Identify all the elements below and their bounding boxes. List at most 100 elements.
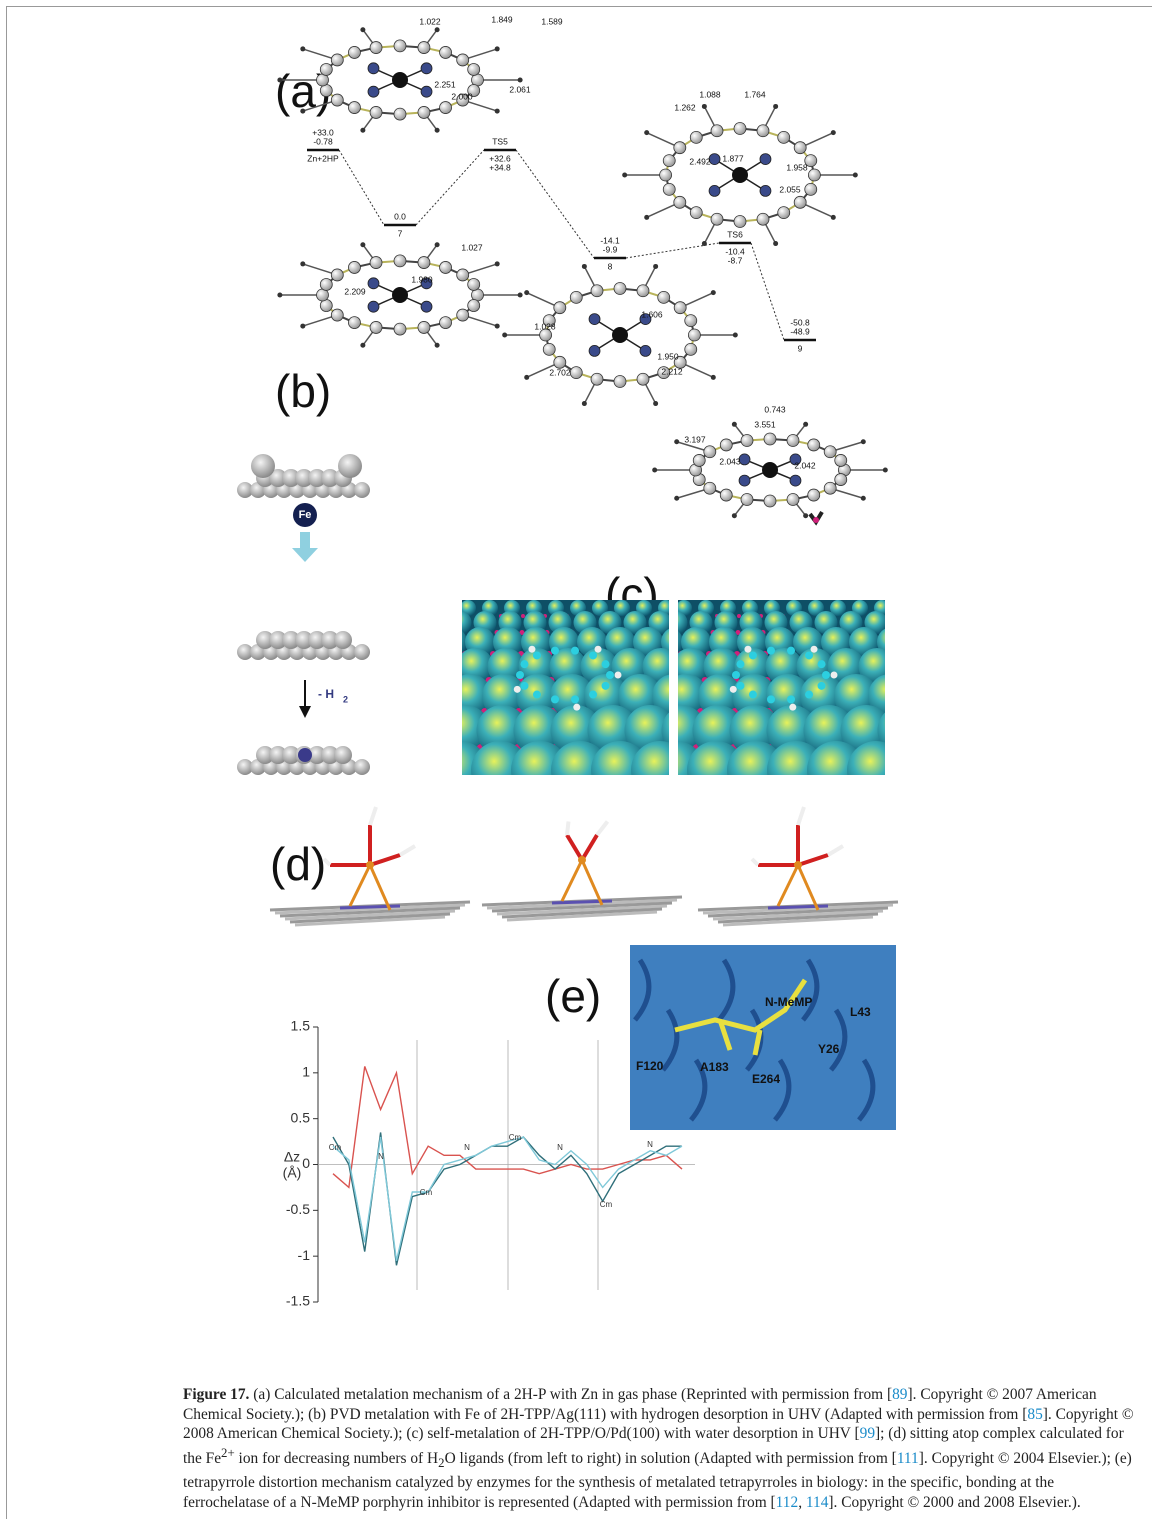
atom: [685, 343, 697, 355]
atom: [693, 454, 705, 466]
citation: 85: [1027, 1406, 1042, 1423]
fe-bond: [582, 860, 602, 905]
molecule-atom: [749, 691, 757, 699]
surface-atom: [887, 741, 945, 799]
bond-length: 1.606: [641, 309, 663, 319]
energy-value: -0.78: [313, 136, 333, 146]
bond-length: 2.702: [549, 367, 571, 377]
h-atom: [502, 333, 507, 338]
h-atom: [495, 324, 500, 329]
level-label: 8: [608, 261, 613, 271]
figure: (a)(b)(c)(d)(e)+33.0-0.78Zn+2HP0.07TS5+3…: [0, 0, 1152, 1375]
oxygen-atom: [592, 785, 602, 795]
n-atom: [709, 154, 720, 165]
bond-length: 2.055: [779, 184, 801, 194]
h-atom: [831, 672, 838, 679]
page: (a)(b)(c)(d)(e)+33.0-0.78Zn+2HP0.07TS5+3…: [0, 0, 1152, 1519]
atom: [720, 439, 732, 451]
atom: [348, 261, 360, 273]
atom: [690, 131, 702, 143]
panel-label: (d): [270, 838, 326, 890]
n-atom: [421, 301, 432, 312]
atom: [637, 373, 649, 385]
atom: [370, 42, 382, 54]
molecule-atom: [736, 660, 744, 668]
atom: [734, 123, 746, 135]
n-atom: [640, 345, 651, 356]
bond-length: 2.042: [794, 460, 816, 470]
atom: [835, 474, 847, 486]
h-atom: [514, 686, 521, 693]
deposition-arrow: [292, 532, 318, 562]
molecule-atom: [818, 660, 826, 668]
surface-atom: [878, 705, 929, 756]
atom: [418, 106, 430, 118]
n-atom: [368, 301, 379, 312]
h-bond: [597, 822, 608, 836]
atom: [394, 323, 406, 335]
atom: [418, 257, 430, 269]
h-atom: [773, 104, 778, 109]
h-atom: [300, 46, 305, 51]
citation: 114: [806, 1494, 829, 1511]
molecule-atom: [732, 671, 740, 679]
metal-atom: [392, 287, 408, 303]
atom: [660, 169, 672, 181]
atom: [808, 169, 820, 181]
atom: [711, 213, 723, 225]
caption-label: Figure 17.: [183, 1386, 249, 1403]
bond-length: 1.950: [657, 351, 679, 361]
h-atom: [711, 375, 716, 380]
atom: [370, 321, 382, 333]
fe-bond: [778, 865, 798, 906]
atom: [808, 489, 820, 501]
molecule-atom: [589, 651, 597, 659]
oxygen-atom: [672, 677, 679, 684]
oxygen-atom: [888, 677, 895, 684]
y-axis-label: Δz: [284, 1149, 300, 1165]
atom: [394, 40, 406, 52]
h-bond: [798, 807, 804, 825]
molecule-atom: [749, 651, 757, 659]
h-atom: [853, 173, 858, 178]
h-atom: [615, 672, 622, 679]
y-tick-label: -1: [298, 1247, 311, 1263]
porphyrin-side: [251, 454, 275, 478]
oxygen-atom: [888, 785, 898, 795]
pathway: [751, 243, 784, 340]
h-atom: [744, 646, 751, 653]
atom: [637, 285, 649, 297]
h-atom: [360, 27, 365, 32]
h-bond: [567, 822, 569, 836]
h-atom: [674, 496, 679, 501]
oxygen-atom: [989, 744, 998, 753]
atom: [734, 216, 746, 228]
oxygen-atom: [670, 630, 675, 635]
oxygen-atom: [455, 677, 462, 684]
bond-length: 1.088: [699, 89, 721, 99]
caption-text: ]. Copyright © 2000 and 2008 Elsevier.).: [828, 1494, 1080, 1511]
h-atom: [622, 173, 627, 178]
y-tick-label: 1: [302, 1064, 310, 1080]
surface-atom: [449, 611, 472, 634]
porphyrin-side: [338, 454, 362, 478]
atom: [778, 207, 790, 219]
h-atom: [435, 242, 440, 247]
atom: [570, 367, 582, 379]
fe-center: [298, 748, 312, 762]
surface-atom: [952, 705, 1003, 756]
oxygen-atom: [728, 785, 738, 795]
oxygen-atom: [447, 708, 455, 716]
atom: [320, 278, 332, 290]
molecule-atom: [787, 647, 795, 655]
caption-text: O ligands (from left to right) in soluti…: [445, 1450, 897, 1467]
atom: [663, 155, 675, 167]
surface-atom: [354, 482, 370, 498]
residue-label: A183: [700, 1060, 729, 1074]
atom: [331, 94, 343, 106]
energy-value: -9.9: [603, 244, 618, 254]
atom: [331, 269, 343, 281]
h-atom: [652, 468, 657, 473]
oxygen-atom: [521, 614, 525, 618]
fe-bond: [562, 860, 582, 901]
